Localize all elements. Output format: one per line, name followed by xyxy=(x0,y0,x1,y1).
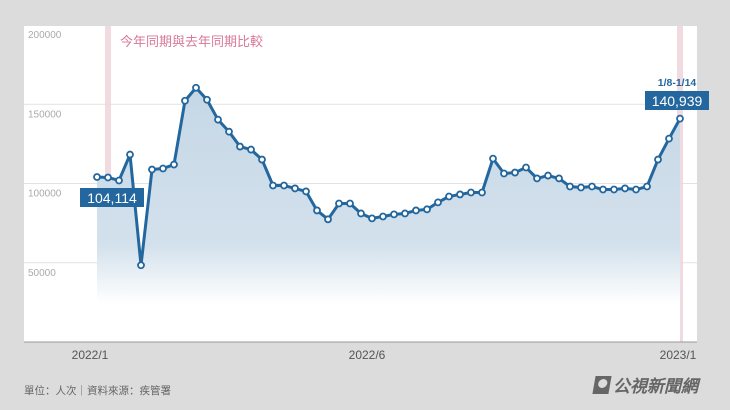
data-point[interactable] xyxy=(192,83,200,92)
data-point[interactable] xyxy=(588,182,596,191)
data-point[interactable] xyxy=(654,155,662,164)
data-point[interactable] xyxy=(126,150,134,159)
area-fill xyxy=(97,87,680,343)
data-point[interactable] xyxy=(665,134,673,143)
data-point[interactable] xyxy=(313,206,321,215)
data-point[interactable] xyxy=(93,173,101,181)
end-period-label: 1/8-1/14 xyxy=(658,77,697,89)
data-point[interactable] xyxy=(489,154,497,163)
data-point[interactable] xyxy=(225,127,233,136)
data-point[interactable] xyxy=(511,168,519,177)
data-point[interactable] xyxy=(643,182,651,191)
end-value-label-box xyxy=(645,91,709,110)
data-point[interactable] xyxy=(456,190,464,199)
data-point[interactable] xyxy=(423,205,431,214)
data-point[interactable] xyxy=(599,185,607,194)
data-point[interactable] xyxy=(368,214,376,223)
data-point[interactable] xyxy=(302,187,310,196)
y-tick-label: 50000 xyxy=(28,268,56,279)
data-point[interactable] xyxy=(676,114,684,123)
data-point[interactable] xyxy=(236,142,244,151)
data-point[interactable] xyxy=(258,155,266,164)
y-tick-label: 200000 xyxy=(28,30,62,41)
data-point[interactable] xyxy=(434,198,442,207)
data-point[interactable] xyxy=(522,163,530,172)
data-point[interactable] xyxy=(467,188,475,197)
y-tick-label: 150000 xyxy=(28,109,62,120)
data-point[interactable] xyxy=(610,185,618,194)
data-point[interactable] xyxy=(291,184,299,193)
logo-text: 公視新聞網 xyxy=(613,377,698,396)
data-point[interactable] xyxy=(181,96,189,105)
data-point[interactable] xyxy=(500,169,508,178)
data-point[interactable] xyxy=(280,181,288,190)
start-value-label: 104,114 xyxy=(87,190,137,206)
data-point[interactable] xyxy=(544,171,552,180)
data-point[interactable] xyxy=(148,165,156,174)
data-point[interactable] xyxy=(324,215,332,224)
data-point[interactable] xyxy=(214,115,222,124)
data-point[interactable] xyxy=(346,199,354,208)
data-point[interactable] xyxy=(632,185,640,194)
logo: 公視新聞網 xyxy=(592,372,698,397)
data-point[interactable] xyxy=(115,176,123,185)
data-point[interactable] xyxy=(379,212,387,221)
data-point[interactable] xyxy=(104,173,112,182)
data-point[interactable] xyxy=(170,160,178,169)
data-point[interactable] xyxy=(159,164,167,173)
data-point[interactable] xyxy=(203,95,211,104)
data-point[interactable] xyxy=(269,181,277,190)
y-tick-label: 100000 xyxy=(28,189,62,200)
end-value-label: 140,939 xyxy=(652,93,703,109)
data-point[interactable] xyxy=(390,210,398,219)
chart-title: 今年同期與去年同期比較 xyxy=(120,34,263,49)
x-tick-label: 2022/6 xyxy=(349,348,386,362)
data-point[interactable] xyxy=(137,261,145,270)
data-point[interactable] xyxy=(577,183,585,192)
data-point[interactable] xyxy=(555,174,563,183)
logo-icon xyxy=(592,375,612,394)
data-point[interactable] xyxy=(247,145,255,154)
data-point[interactable] xyxy=(478,188,486,197)
data-point[interactable] xyxy=(533,174,541,183)
data-point[interactable] xyxy=(357,209,365,218)
x-tick-label: 2022/1 xyxy=(72,348,109,362)
source-note: 單位：人次｜資料來源：疾管署 xyxy=(24,385,171,397)
data-point[interactable] xyxy=(621,184,629,193)
data-point[interactable] xyxy=(445,192,453,201)
data-point[interactable] xyxy=(401,209,409,218)
data-point[interactable] xyxy=(412,206,420,215)
data-point[interactable] xyxy=(335,199,343,208)
data-point[interactable] xyxy=(566,182,574,191)
x-tick-label: 2023/1 xyxy=(660,348,697,362)
start-value-label-box xyxy=(80,188,144,207)
